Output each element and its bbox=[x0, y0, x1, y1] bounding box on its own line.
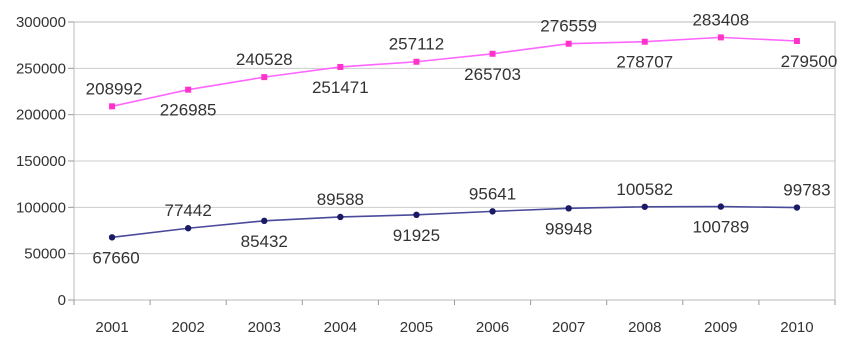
series-2-data-label: 77442 bbox=[165, 201, 212, 220]
series-2-point bbox=[717, 203, 725, 210]
series-1-point bbox=[489, 50, 496, 57]
x-tick-label: 2007 bbox=[552, 319, 585, 336]
x-tick-label: 2009 bbox=[704, 319, 737, 336]
x-axis-ticks: 2001 2002 2003 2004 2005 2006 2007 2008 2009 2010 bbox=[73, 300, 836, 336]
series-1-data-label: 265703 bbox=[464, 65, 521, 84]
series-1-point bbox=[413, 58, 420, 65]
y-tick-label: 100000 bbox=[16, 199, 66, 216]
series-2-data-label: 67660 bbox=[92, 248, 139, 267]
series-2-point bbox=[641, 203, 648, 210]
series-1-data-label: 240528 bbox=[236, 50, 293, 69]
y-tick-label: 250000 bbox=[16, 60, 66, 77]
series-1-data-label: 226985 bbox=[160, 101, 217, 120]
series-2-point bbox=[565, 205, 572, 212]
series-1-data-label: 279500 bbox=[781, 52, 838, 71]
series-1-point bbox=[793, 37, 800, 44]
series-2-data-label: 100582 bbox=[616, 180, 673, 199]
series-2-point bbox=[413, 211, 420, 219]
series-2-data-label: 89588 bbox=[317, 190, 364, 209]
x-tick-label: 2006 bbox=[476, 319, 509, 336]
y-tick-label: 50000 bbox=[24, 246, 66, 263]
series-2-data-label: 98948 bbox=[545, 219, 592, 238]
y-tick-label: 0 bbox=[58, 292, 66, 309]
series-1-data-label: 257112 bbox=[389, 35, 444, 54]
y-tick-label: 150000 bbox=[16, 153, 66, 170]
x-tick-label: 2010 bbox=[780, 319, 813, 336]
series-1-point bbox=[641, 38, 648, 45]
series-1-point bbox=[337, 63, 344, 70]
series-1-data-label: 208992 bbox=[86, 79, 143, 98]
series-2-point bbox=[184, 225, 192, 232]
series-group bbox=[108, 34, 801, 241]
series-2-data-label: 91925 bbox=[393, 226, 440, 245]
series-1-data-label: 283408 bbox=[692, 10, 749, 29]
series-2-point bbox=[108, 234, 116, 241]
x-tick-label: 2001 bbox=[95, 319, 128, 336]
x-tick-label: 2003 bbox=[248, 319, 281, 336]
series-2-point bbox=[261, 217, 268, 225]
series-2-data-label: 95641 bbox=[469, 184, 516, 203]
x-tick-label: 2002 bbox=[171, 319, 204, 336]
series-1-point bbox=[185, 86, 192, 93]
series-line-2 bbox=[111, 205, 797, 239]
series-1-point bbox=[261, 74, 268, 81]
x-tick-label: 2004 bbox=[324, 319, 357, 336]
y-tick-label: 200000 bbox=[16, 107, 66, 124]
series-1-data-label: 251471 bbox=[312, 78, 369, 97]
x-tick-label: 2008 bbox=[628, 319, 661, 336]
series-2-data-label: 85432 bbox=[241, 232, 288, 251]
series-1-point bbox=[109, 103, 116, 110]
series-2-data-label: 99783 bbox=[783, 181, 830, 200]
y-axis-ticks: 0 50000 100000 150000 200000 250000 300000 bbox=[16, 14, 74, 309]
series-line-1 bbox=[111, 36, 797, 108]
series-1-data-label: 276559 bbox=[540, 17, 597, 36]
series-1-point bbox=[717, 34, 724, 41]
y-tick-label: 300000 bbox=[16, 14, 66, 31]
series-1-data-label: 278707 bbox=[616, 53, 673, 72]
series-2-point bbox=[489, 208, 496, 215]
series-2-data-label: 100789 bbox=[692, 218, 749, 237]
series-2-point bbox=[337, 213, 344, 221]
series-2-point bbox=[793, 204, 801, 211]
x-tick-label: 2005 bbox=[400, 319, 433, 336]
data-labels: 208992 226985 240528 251471 257112 265703 2765… bbox=[86, 10, 838, 267]
series-1-point bbox=[565, 40, 572, 47]
